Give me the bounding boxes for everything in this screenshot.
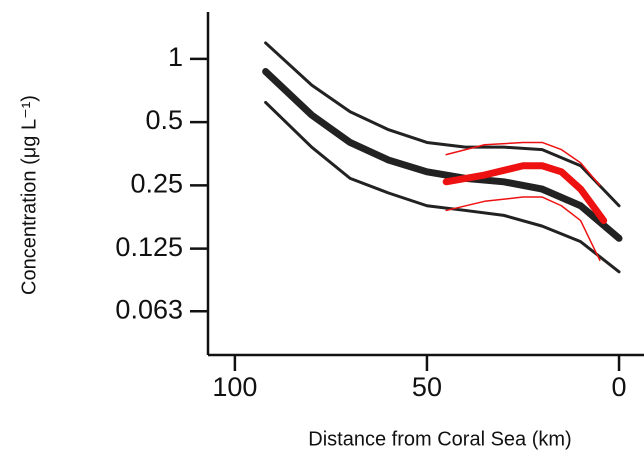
x-tick-label: 50 xyxy=(412,372,442,402)
line xyxy=(445,141,601,187)
x-tick-label: 100 xyxy=(212,372,257,402)
line xyxy=(264,41,621,208)
line xyxy=(445,196,601,262)
line xyxy=(442,162,608,225)
line xyxy=(264,100,621,274)
y-tick-label: 0.25 xyxy=(130,169,183,199)
x-tick-label: 0 xyxy=(612,372,627,402)
line xyxy=(262,68,623,242)
y-tick-label: 0.125 xyxy=(115,232,183,262)
y-tick-label: 0.063 xyxy=(115,294,183,324)
y-tick-label: 0.5 xyxy=(145,105,183,135)
x-axis-label: Distance from Coral Sea (km) xyxy=(308,428,571,450)
y-tick-label: 1 xyxy=(168,42,183,72)
y-axis-label: Concentration (μg L⁻¹) xyxy=(18,95,40,295)
